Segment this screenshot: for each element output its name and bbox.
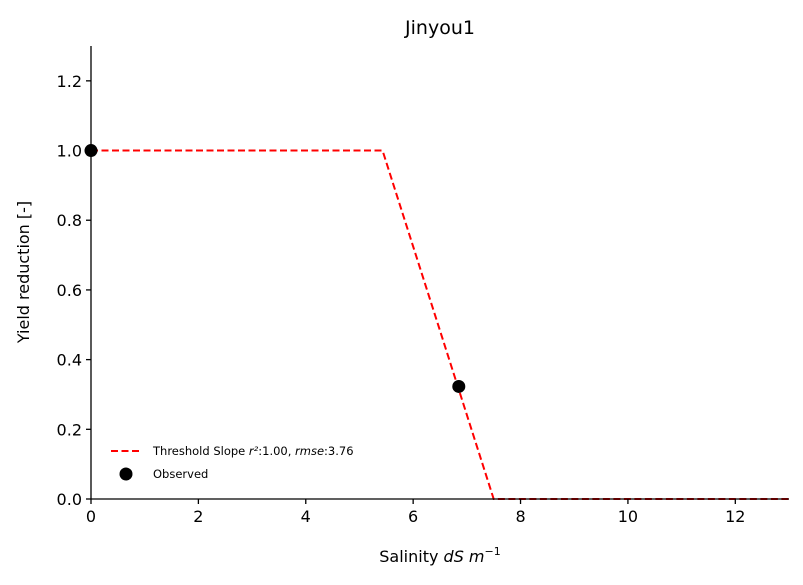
y-tick-label: 0.6 [57, 281, 82, 300]
y-tick-label: 1.2 [57, 72, 82, 91]
x-tick-label: 2 [193, 507, 203, 526]
x-tick-label: 8 [515, 507, 525, 526]
observed-point-1 [452, 379, 466, 393]
x-axis-title: Salinity dS m−1 [379, 545, 500, 566]
legend-marker-observed [119, 467, 133, 481]
x-tick-label: 6 [408, 507, 418, 526]
legend-series-name: Threshold Slope [152, 444, 245, 458]
y-tick-label: 0.4 [57, 351, 82, 370]
x-tick-label: 10 [618, 507, 638, 526]
x-tick-label: 12 [725, 507, 745, 526]
legend-rmse-label: rmse [295, 444, 324, 458]
legend-rmse-value: :3.76 [324, 444, 353, 458]
y-tick-label: 1.0 [57, 142, 82, 161]
x-axis-title-unit: dS m [444, 547, 485, 566]
y-tick-label: 0.0 [57, 490, 82, 509]
legend-r2-label: r² [249, 444, 259, 458]
chart-title: Jinyou1 [404, 17, 475, 39]
legend-r2-value: :1.00, [258, 444, 295, 458]
y-axis-title: Yield reduction [-] [14, 201, 33, 344]
legend-label-observed: Observed [153, 467, 208, 481]
axes: 0 2 4 6 8 10 12 0.0 0.2 0.4 0.6 0.8 1.0 1.2 [57, 46, 789, 526]
legend-label-threshold: Threshold Slope r²:1.00, rmse:3.76 [152, 444, 354, 458]
x-axis-title-prefix: Salinity [379, 547, 443, 566]
x-tick-label: 4 [301, 507, 311, 526]
y-tick-label: 0.8 [57, 211, 82, 230]
x-tick-label: 0 [86, 507, 96, 526]
x-axis-title-exponent: −1 [485, 545, 501, 558]
y-tick-label: 0.2 [57, 420, 82, 439]
legend: Threshold Slope r²:1.00, rmse:3.76 Obser… [111, 444, 354, 481]
